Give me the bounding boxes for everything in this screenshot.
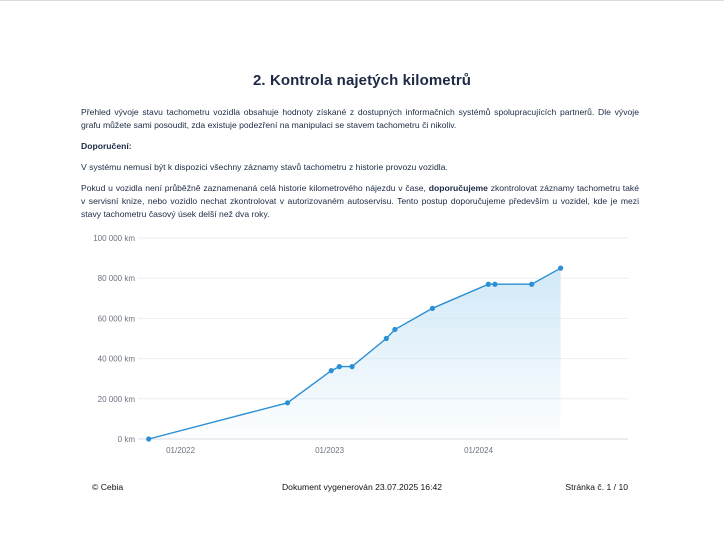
data-point: [383, 335, 389, 342]
data-point: [146, 436, 152, 442]
data-point: [284, 400, 291, 406]
series-line: [148, 267, 561, 440]
data-point: [558, 265, 564, 271]
footer-page-number: Stránka č. 1 / 10: [565, 482, 628, 492]
data-point: [492, 281, 498, 287]
footer-generated-date: Dokument vygenerován 23.07.2025 16:42: [281, 482, 443, 492]
x-tick-label: 01/2022: [166, 446, 195, 455]
recommendation-detail: Pokud u vozidla není průběžně zaznamenan…: [81, 182, 639, 221]
y-tick-label: 20 000 km: [98, 395, 136, 404]
data-point: [336, 364, 342, 370]
mileage-chart: 0 km 20 000 km 40 000 km 60 000 km 80 000 km…: [93, 234, 628, 455]
data-point: [349, 364, 355, 370]
section-title: 2. Kontrola najetých kilometrů: [252, 72, 472, 89]
data-point: [328, 368, 334, 374]
x-tick-label: 01/2024: [464, 446, 493, 455]
x-tick-label: 01/2023: [315, 446, 344, 455]
recommendation-heading: Doporučení:: [81, 141, 132, 151]
recommendation-text: V systému nemusí být k dispozici všechny…: [81, 162, 448, 172]
y-tick-label: 100 000 km: [93, 234, 135, 243]
series-area: [148, 268, 561, 439]
data-point: [529, 281, 535, 287]
data-point: [392, 326, 398, 333]
y-tick-label: 40 000 km: [98, 355, 136, 364]
y-tick-label: 0 km: [118, 435, 136, 444]
intro-paragraph: Přehled vývoje stavu tachometru vozidla …: [81, 107, 639, 130]
detail-text-a: Pokud u vozidla není průběžně zaznamenan…: [81, 183, 429, 193]
detail-text-bold: doporučujeme: [428, 183, 488, 193]
top-border: [0, 0, 724, 1]
footer-copyright: © Cebia: [92, 482, 124, 492]
data-point: [429, 305, 436, 311]
y-tick-label: 60 000 km: [98, 314, 136, 323]
y-tick-label: 80 000 km: [98, 274, 136, 283]
detail-text-c: zkontrolovat záznamy tachometru také v s…: [81, 183, 639, 219]
data-point: [485, 281, 491, 287]
